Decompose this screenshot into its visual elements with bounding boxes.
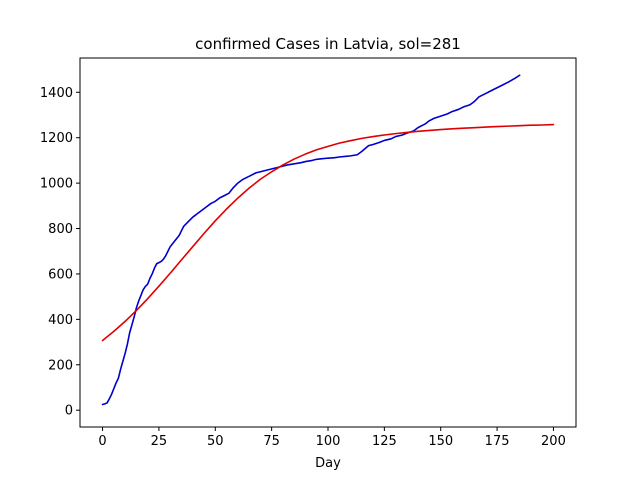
x-tick-label: 50: [207, 434, 224, 449]
x-tick-label: 175: [485, 434, 510, 449]
plot-frame: [79, 57, 577, 428]
x-tick-label: 200: [541, 434, 566, 449]
y-tick-label: 0: [65, 404, 73, 419]
x-tick-label: 150: [428, 434, 453, 449]
plot-area: 0 25 50 75 100 125 150 175 200 0 200 400 600 800 1000…: [40, 57, 577, 449]
confirmed-cases-line: [101, 74, 521, 406]
y-tick-label: 400: [48, 313, 73, 328]
x-axis: 0 25 50 75 100 125 150 175 200: [98, 427, 566, 449]
y-tick-label: 800: [48, 222, 73, 237]
y-axis: 0 200 400 600 800 1000 1200 1400: [40, 86, 80, 419]
x-tick-label: 0: [98, 434, 106, 449]
x-tick-label: 125: [372, 434, 397, 449]
fitted-model-line: [101, 123, 555, 342]
chart-title: confirmed Cases in Latvia, sol=281: [195, 35, 461, 53]
x-axis-label: Day: [315, 456, 341, 471]
x-tick-label: 25: [151, 434, 168, 449]
y-tick-label: 200: [48, 358, 73, 373]
x-tick-label: 75: [263, 434, 280, 449]
y-tick-label: 600: [48, 267, 73, 282]
series-layer: [101, 74, 555, 406]
x-tick-label: 100: [316, 434, 341, 449]
y-tick-label: 1200: [40, 131, 73, 146]
y-tick-label: 1400: [40, 86, 73, 101]
y-tick-label: 1000: [40, 177, 73, 192]
